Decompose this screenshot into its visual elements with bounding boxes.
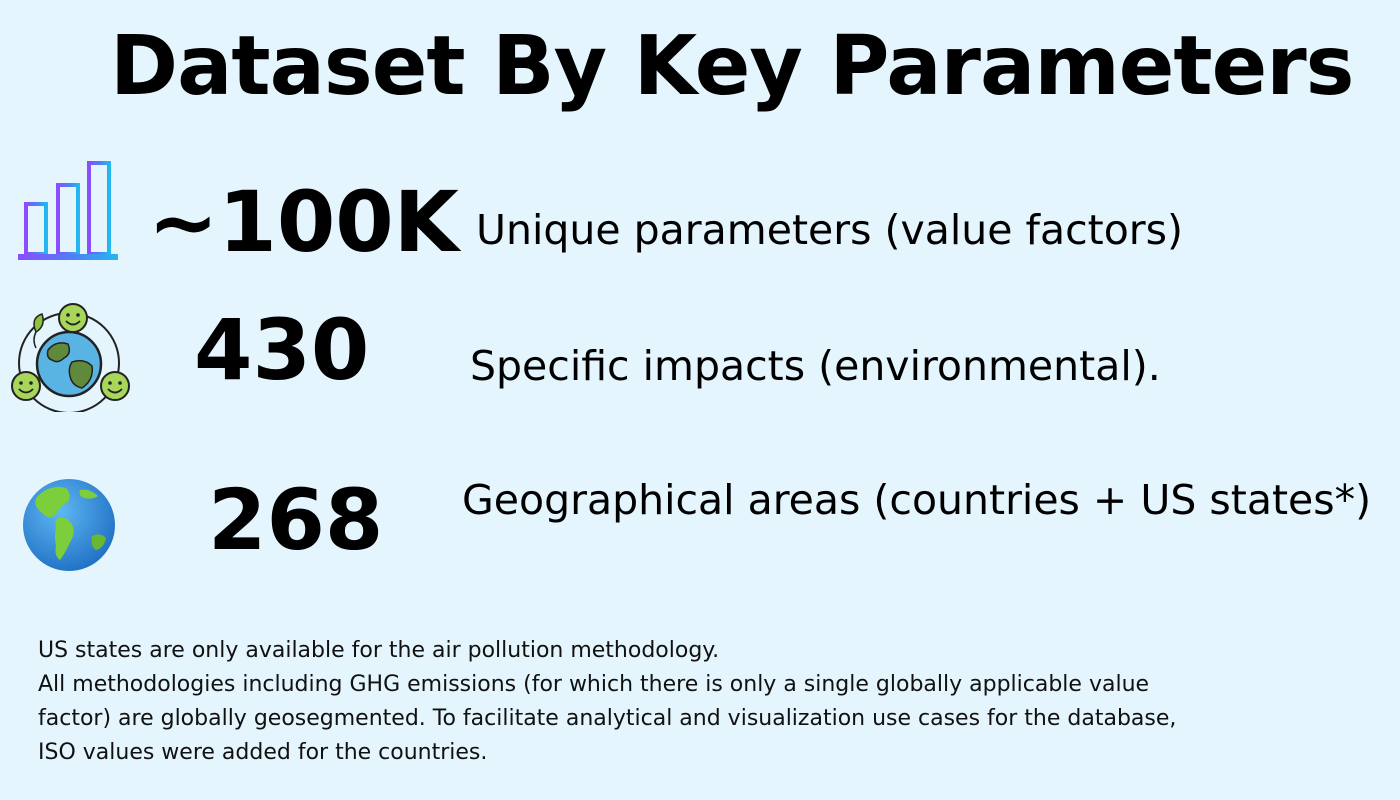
footnote-line: factor) are globally geosegmented. To fa… xyxy=(38,706,1177,731)
footnote-line: All methodologies including GHG emission… xyxy=(38,672,1150,697)
stat-label-areas: Geographical areas (countries + US state… xyxy=(462,476,1372,524)
footnote-line: US states are only available for the air… xyxy=(38,638,720,663)
footnote-line: ISO values were added for the countries. xyxy=(38,740,488,765)
page-title: Dataset By Key Parameters xyxy=(110,19,1354,114)
stat-value-parameters: ~100K xyxy=(148,173,459,271)
earth-smileys-icon xyxy=(11,303,130,412)
stat-label-impacts: Specific impacts (environmental). xyxy=(470,342,1161,390)
stat-value-areas: 268 xyxy=(208,471,384,569)
globe-americas-icon xyxy=(23,479,115,571)
stat-value-impacts: 430 xyxy=(194,301,370,399)
stat-label-parameters: Unique parameters (value factors) xyxy=(476,206,1183,254)
bar-chart-icon xyxy=(18,161,118,260)
footnote: US states are only available for the air… xyxy=(38,634,1298,770)
